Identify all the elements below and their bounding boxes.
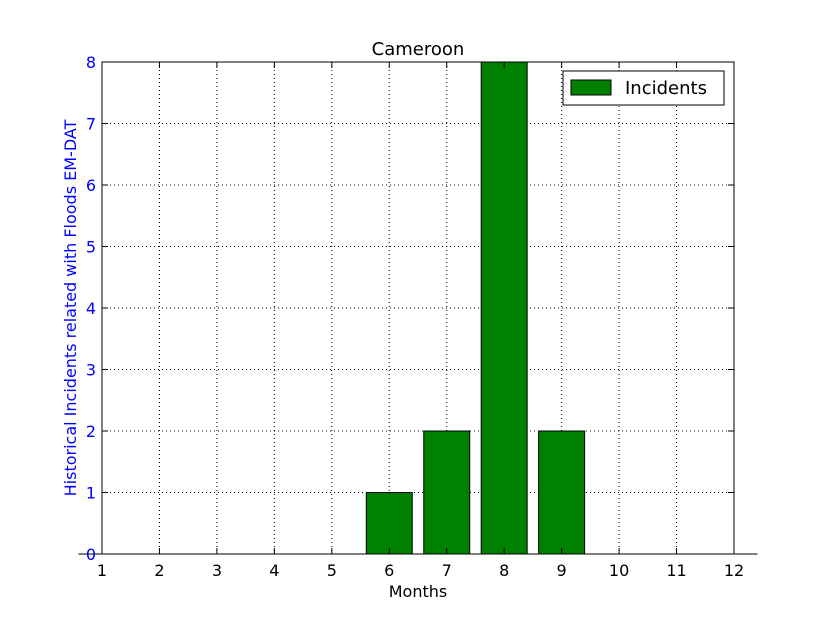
bar-month-7 [424,431,470,554]
y-tick-label: 1 [86,484,96,503]
x-tick-label: 12 [724,561,744,580]
y-tick-label: 3 [86,361,96,380]
bar-month-9 [539,431,585,554]
x-tick-label: 9 [557,561,567,580]
y-tick-label: 5 [86,238,96,257]
y-tick-label: 4 [86,299,96,318]
y-tick-label: 2 [86,422,96,441]
x-tick-label: 10 [609,561,629,580]
x-tick-label: 4 [269,561,279,580]
x-tick-label: 7 [442,561,452,580]
y-tick-label: 7 [86,115,96,134]
x-axis-label: Months [389,582,447,601]
legend: Incidents [563,71,724,105]
x-tick-label: 2 [154,561,164,580]
x-tick-label: 6 [384,561,394,580]
chart-title: Cameroon [372,39,465,60]
bar-month-8 [481,62,527,554]
legend-swatch [571,80,611,95]
y-tick-label: 0 [86,545,96,564]
x-tick-label: 1 [97,561,107,580]
y-tick-label: 6 [86,176,96,195]
x-tick-label: 3 [212,561,222,580]
bar-month-6 [366,493,412,555]
x-tick-label: 8 [499,561,509,580]
legend-label: Incidents [625,78,707,99]
y-tick-label: 8 [86,53,96,72]
x-tick-label: 11 [666,561,686,580]
y-axis-label: Historical Incidents related with Floods… [61,119,80,496]
x-tick-label: 5 [327,561,337,580]
